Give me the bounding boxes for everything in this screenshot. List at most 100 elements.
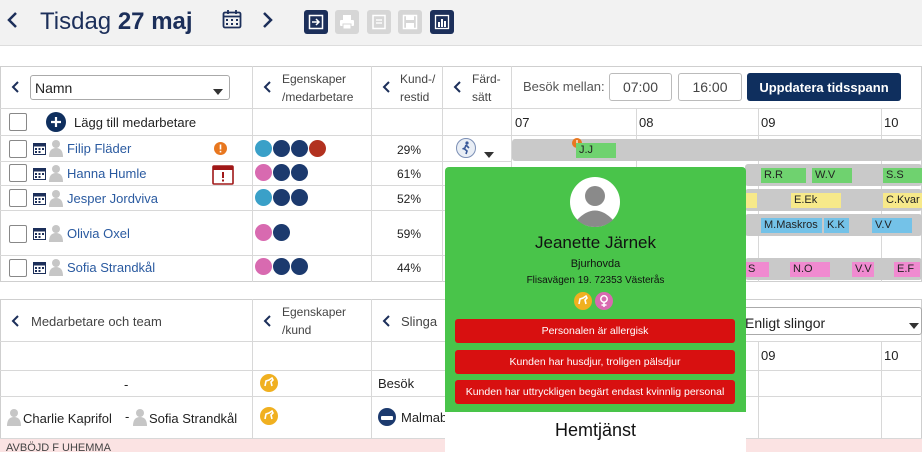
walking-travel-icon[interactable]: [456, 138, 476, 161]
route-header: Slinga: [401, 314, 438, 329]
chevron-left-icon[interactable]: [6, 9, 20, 37]
collapse-customer-props-icon[interactable]: [263, 314, 273, 331]
dog-customer-icon: [260, 407, 278, 428]
car-icon: [291, 140, 308, 157]
warning-allergy[interactable]: Personalen är allergisk: [455, 319, 735, 343]
properties-header: Egenskaper /medarbetare: [282, 72, 354, 104]
row-checkbox[interactable]: [9, 259, 27, 277]
customer-area: Bjurhovda: [570, 258, 621, 270]
dropdown-arrow-icon: [213, 84, 223, 99]
save-button[interactable]: [398, 10, 422, 34]
employee-name-link[interactable]: Filip Fläder: [67, 141, 132, 156]
select-all-checkbox[interactable]: [9, 113, 27, 131]
date-label: 27 maj: [117, 8, 193, 35]
ratio-value: 61%: [397, 167, 422, 181]
route-sort-select[interactable]: Enligt slingor: [740, 307, 922, 335]
team-member-name[interactable]: Charlie Kaprifol: [23, 411, 112, 426]
update-timespan-button[interactable]: Uppdatera tidsspann: [747, 73, 901, 101]
hour-label: 08: [639, 115, 654, 130]
sort-select[interactable]: Namn: [30, 75, 230, 100]
route-name[interactable]: Malmab: [401, 410, 448, 425]
dropdown-arrow-icon: [909, 318, 919, 333]
car-icon: [291, 189, 308, 206]
employee-name-link[interactable]: Olivia Oxel: [67, 226, 130, 241]
visit-chip[interactable]: R.R: [761, 168, 806, 183]
visit-chip[interactable]: N.O: [790, 262, 830, 277]
visit-chip[interactable]: J.J: [576, 143, 616, 158]
customer-address: Flisavägen 19. 72353 Västerås: [526, 275, 665, 286]
visit-chip[interactable]: K.K: [824, 218, 849, 233]
add-employee-label[interactable]: Lägg till medarbetare: [74, 115, 197, 130]
visit-chip[interactable]: E.Ek: [791, 193, 841, 208]
row-checkbox[interactable]: [9, 225, 27, 243]
dog-icon: [574, 292, 592, 313]
end-time-input[interactable]: 16:00: [678, 73, 742, 101]
plus-circle-icon: [46, 112, 66, 132]
visit-chip[interactable]: W.V: [812, 168, 852, 183]
service-label: Hemtjänst: [554, 420, 637, 440]
team-dash: -: [124, 377, 129, 392]
ratio-value: 44%: [397, 261, 422, 275]
employee-properties: [255, 140, 327, 160]
print-button[interactable]: [335, 10, 359, 34]
travel-header: Färd- sätt: [472, 72, 501, 104]
visit-chip[interactable]: V.V: [872, 218, 912, 233]
statistics-button[interactable]: [430, 10, 454, 34]
visit-chip[interactable]: C.Kvar: [883, 193, 922, 208]
user-avatar-icon: [7, 408, 21, 429]
collapse-ratio-icon[interactable]: [382, 80, 392, 97]
user-avatar-icon: [49, 224, 63, 245]
user-avatar-icon: [133, 408, 147, 429]
document-icon: [372, 14, 386, 30]
visit-chip[interactable]: V.V: [852, 262, 874, 277]
employee-properties: [255, 164, 309, 184]
calendar-small-icon[interactable]: [33, 167, 46, 183]
export-button[interactable]: [367, 10, 391, 34]
calendar-alert-icon[interactable]: [212, 163, 234, 188]
warning-female-staff[interactable]: Kunden har uttryckligen begärt endast kv…: [455, 380, 735, 404]
collapse-team-icon[interactable]: [11, 314, 21, 331]
visit-chip[interactable]: S.S: [883, 168, 922, 183]
collapse-route-icon[interactable]: [382, 314, 392, 331]
row-checkbox[interactable]: [9, 140, 27, 158]
add-employee-button[interactable]: [46, 112, 66, 135]
team-member-name[interactable]: Sofia Strandkål: [149, 411, 238, 426]
collapse-left-icon[interactable]: [11, 80, 21, 97]
collapse-travel-icon[interactable]: [453, 80, 463, 97]
visit-chip[interactable]: E.F: [894, 262, 920, 277]
calendar-small-icon[interactable]: [33, 192, 46, 208]
employee-name-link[interactable]: Jesper Jordviva: [67, 191, 159, 206]
calendar-small-icon[interactable]: [33, 261, 46, 277]
travel-dropdown-icon[interactable]: [484, 146, 494, 161]
visit-chip[interactable]: S: [745, 262, 769, 277]
employee-name-link[interactable]: Hanna Humle: [67, 166, 147, 181]
visit-chip-partial[interactable]: [745, 193, 757, 208]
login-button[interactable]: [304, 10, 328, 34]
female-icon: [595, 292, 613, 313]
calendar-icon[interactable]: [222, 9, 242, 32]
employee-properties: [255, 224, 291, 244]
collapse-props-icon[interactable]: [263, 80, 273, 97]
warning-pets[interactable]: Kunden har husdjur, troligen pälsdjur: [455, 350, 735, 374]
calendar-small-icon[interactable]: [33, 227, 46, 243]
bike-icon: [273, 164, 290, 181]
dog-icon: [309, 140, 326, 157]
chevron-right-icon[interactable]: [260, 9, 274, 37]
route-sort-value: Enligt slingor: [745, 315, 826, 331]
dog-customer-icon: [260, 374, 278, 395]
calendar-small-icon[interactable]: [33, 142, 46, 158]
sort-select-value: Namn: [35, 80, 73, 96]
row-checkbox[interactable]: [9, 164, 27, 182]
employee-name-link[interactable]: Sofia Strandkål: [67, 260, 156, 275]
row-checkbox[interactable]: [9, 189, 27, 207]
car-route-icon: [378, 408, 396, 429]
hour-label: 10: [884, 348, 899, 363]
car-icon: [273, 224, 290, 241]
alert-icon[interactable]: [214, 142, 227, 158]
user-avatar-icon: [49, 189, 63, 210]
print-icon: [340, 15, 354, 30]
visit-chip[interactable]: M.Maskros: [761, 218, 822, 233]
customer-name: Jeanette Järnek: [535, 233, 656, 252]
ratio-value: 59%: [397, 227, 422, 241]
start-time-input[interactable]: 07:00: [609, 73, 672, 101]
